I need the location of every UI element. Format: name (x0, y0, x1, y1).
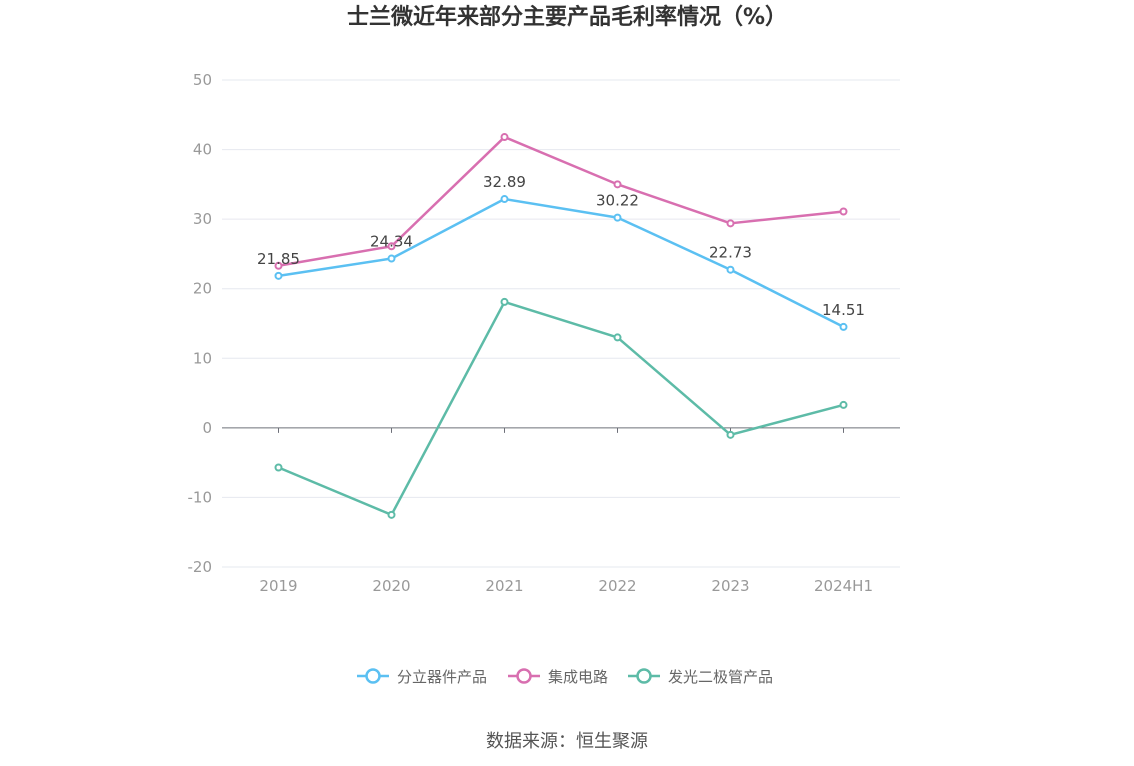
data-point[interactable] (726, 265, 735, 274)
data-point[interactable] (839, 400, 848, 409)
data-point[interactable] (726, 430, 735, 439)
y-tick-label: -20 (188, 558, 213, 576)
series-line (278, 300, 844, 517)
data-point[interactable] (500, 133, 509, 142)
grid: 50 40 30 20 10 0 -10 -20 (188, 71, 900, 576)
data-label: 32.89 (483, 173, 526, 191)
legend-marker[interactable] (365, 668, 381, 684)
data-point[interactable] (387, 242, 396, 251)
legend-label[interactable]: 发光二极管产品 (668, 668, 773, 686)
y-tick-label: 20 (193, 280, 212, 298)
source-note: 数据来源：恒生聚源 (486, 731, 648, 752)
x-tick-label: 2022 (598, 577, 636, 595)
data-label: 30.22 (596, 192, 639, 210)
data-label: 22.73 (709, 244, 752, 262)
data-point[interactable] (613, 213, 622, 222)
series-line (278, 197, 845, 329)
y-tick-label: 40 (193, 141, 212, 159)
y-tick-label: -10 (188, 488, 213, 506)
data-point[interactable] (839, 207, 848, 216)
x-tick-label: 2019 (259, 577, 297, 595)
x-tick-label: 2020 (372, 577, 410, 595)
legend-label[interactable]: 集成电路 (548, 668, 608, 686)
data-point[interactable] (500, 195, 509, 204)
data-point[interactable] (274, 271, 283, 280)
data-label: 24.34 (370, 233, 413, 251)
x-tick-label: 2024H1 (814, 577, 873, 595)
series-line (278, 135, 844, 267)
legend[interactable]: 分立器件产品 集成电路 发光二极管产品 (357, 668, 773, 686)
data-label: 14.51 (822, 301, 865, 319)
data-point[interactable] (613, 333, 622, 342)
legend-label[interactable]: 分立器件产品 (397, 668, 487, 686)
data-point[interactable] (274, 261, 283, 270)
data-point[interactable] (387, 254, 396, 263)
x-tick-label: 2023 (711, 577, 749, 595)
x-tick-label: 2021 (485, 577, 523, 595)
data-point[interactable] (387, 510, 396, 519)
series-group (274, 133, 848, 519)
y-tick-label: 50 (193, 71, 212, 89)
data-point[interactable] (613, 180, 622, 189)
y-tick-label: 10 (193, 349, 212, 367)
x-axis: 2019 2020 2021 2022 2023 2024H1 (222, 427, 900, 595)
data-label: 21.85 (257, 250, 300, 268)
chart-title: 士兰微近年来部分主要产品毛利率情况（%） (347, 4, 787, 30)
data-point[interactable] (726, 219, 735, 228)
data-point[interactable] (274, 463, 283, 472)
legend-marker[interactable] (516, 668, 532, 684)
legend-marker[interactable] (636, 668, 652, 684)
y-tick-label: 0 (202, 419, 212, 437)
data-point[interactable] (500, 297, 509, 306)
data-point[interactable] (839, 322, 848, 331)
data-labels: 21.85 24.34 32.89 30.22 22.73 14.51 (257, 173, 865, 319)
y-tick-label: 30 (193, 210, 212, 228)
